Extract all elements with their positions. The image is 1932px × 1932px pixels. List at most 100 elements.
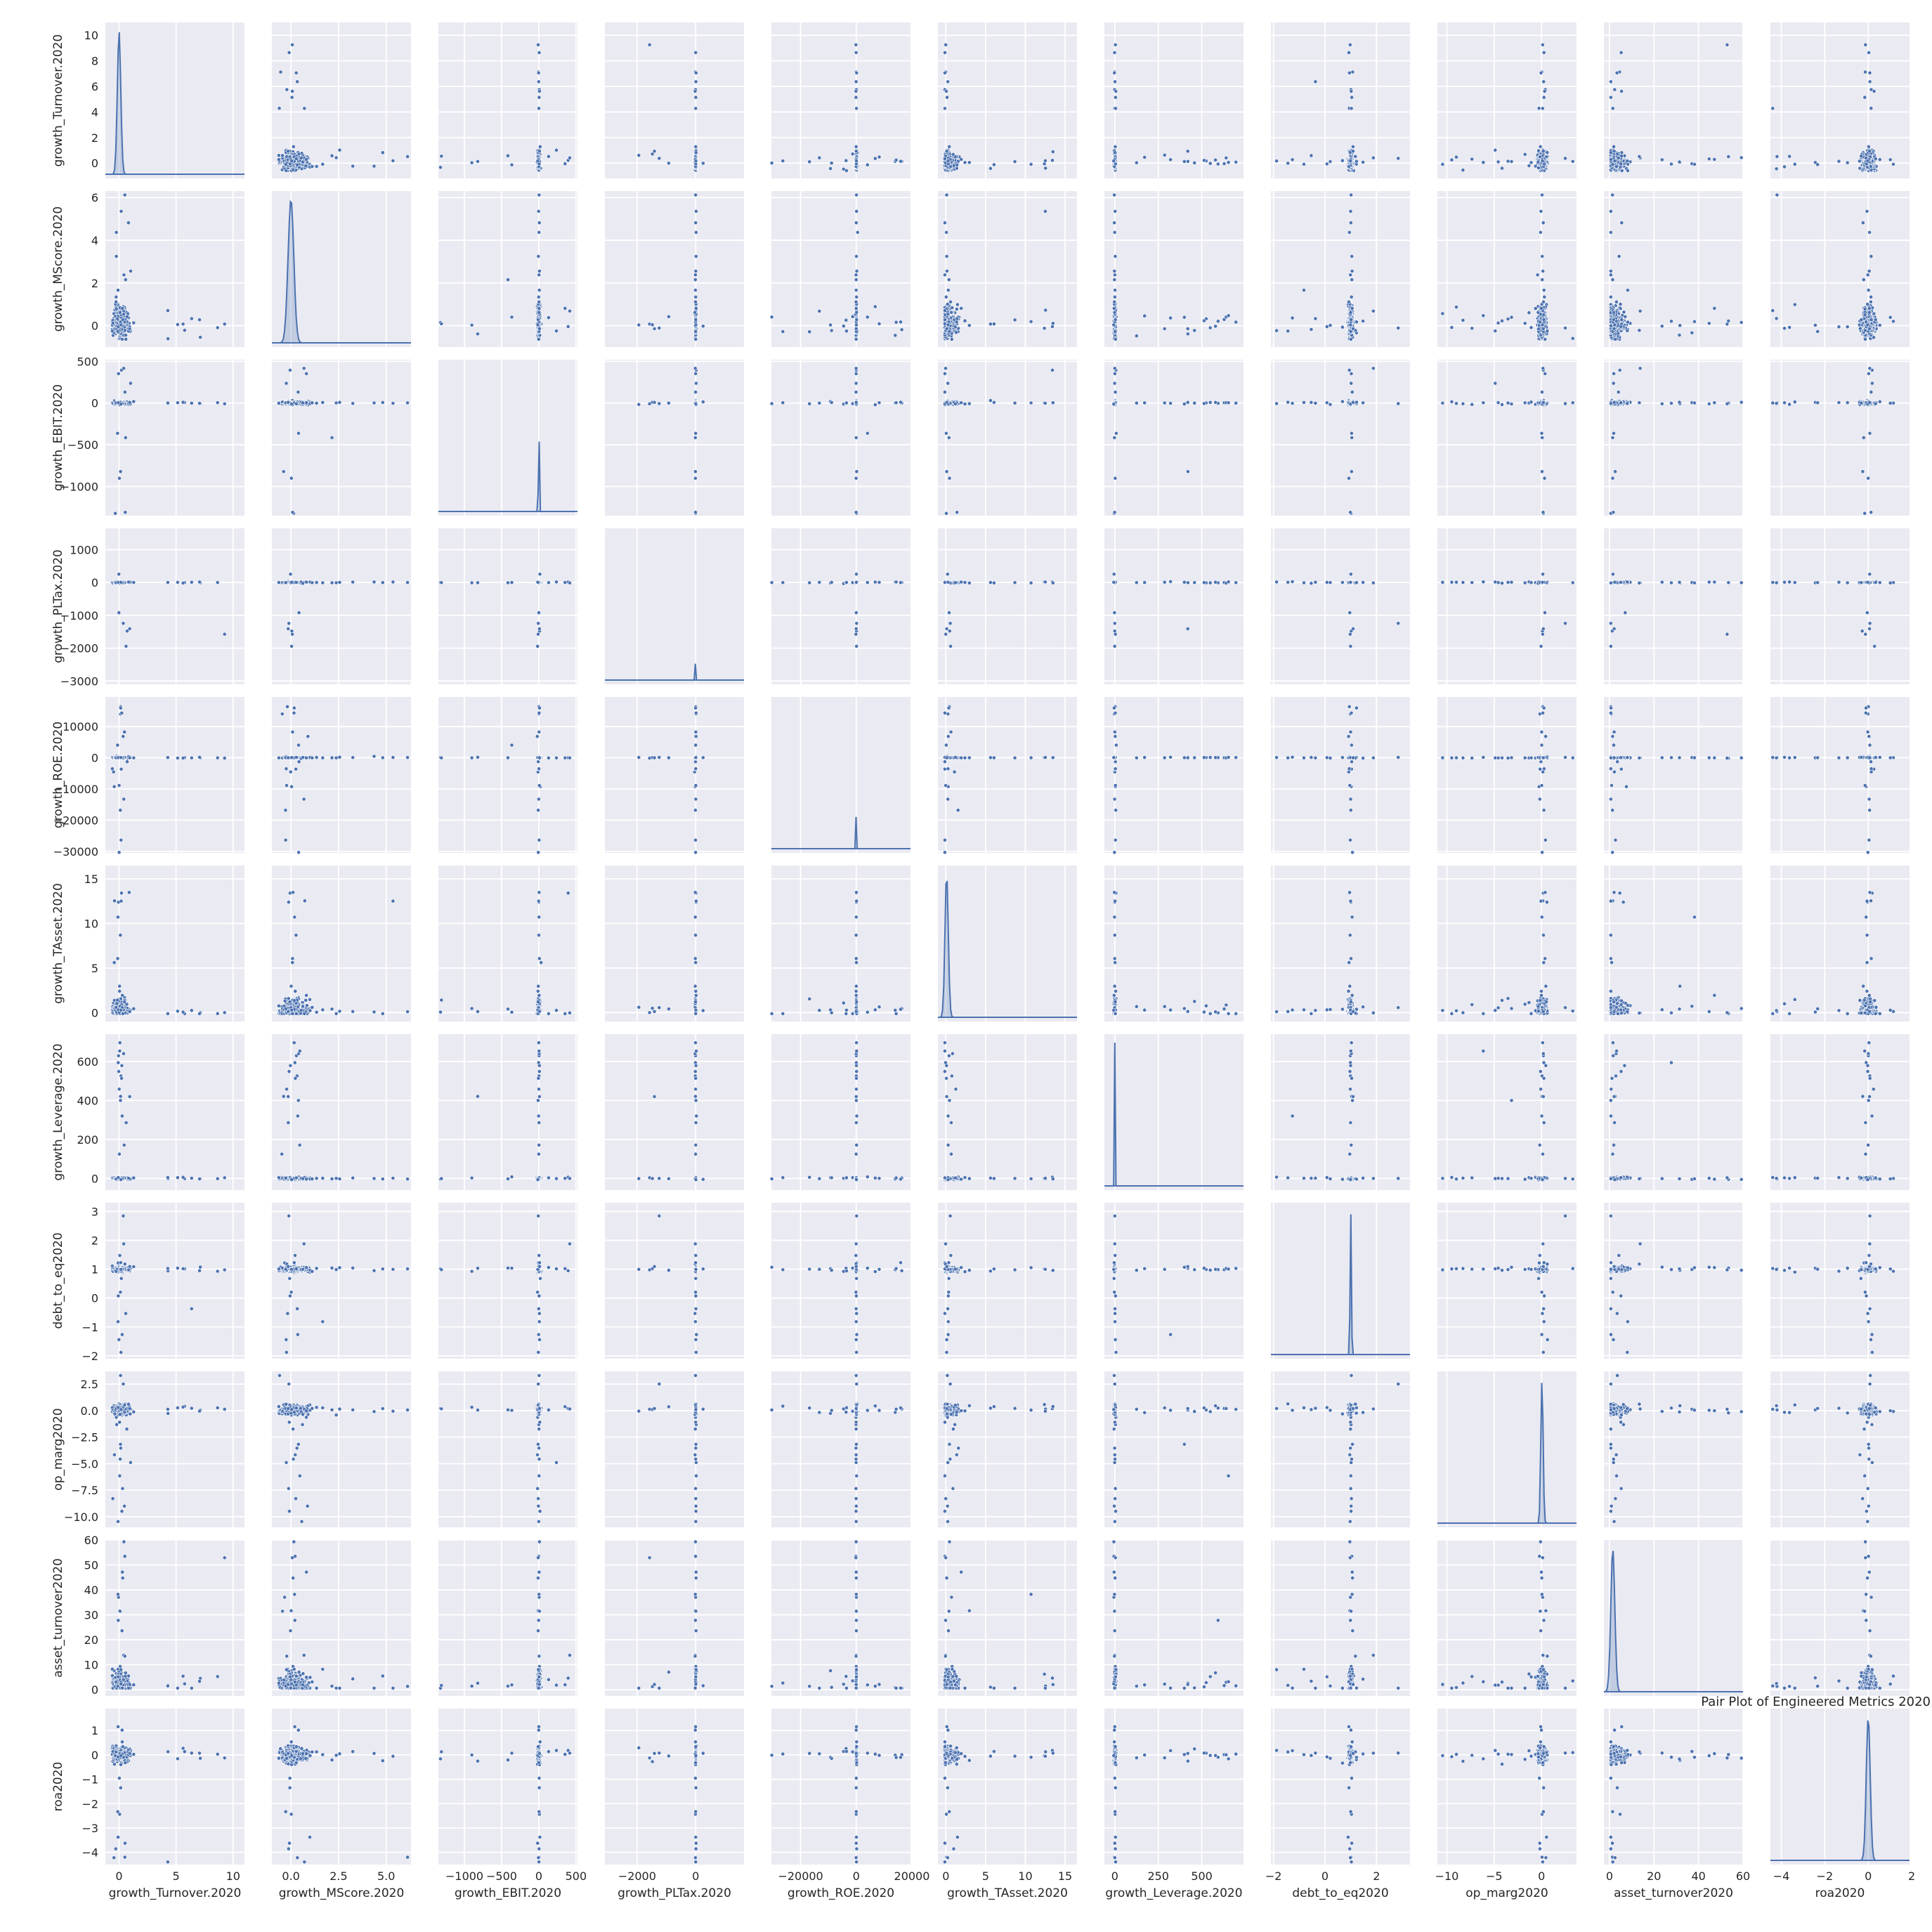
- panel-growth_ROE.2020-vs-growth_Turnover.2020: [770, 22, 910, 178]
- scatter-point: [694, 159, 698, 163]
- panel-debt_to_eq2020-vs-growth_Turnover.2020: [1271, 22, 1410, 178]
- scatter-point: [943, 51, 946, 54]
- scatter-point: [321, 162, 325, 166]
- scatter-point: [648, 43, 651, 46]
- scatter-point: [854, 159, 858, 163]
- scatter-point: [311, 164, 314, 168]
- scatter-point: [829, 167, 833, 170]
- scatter-point: [1314, 80, 1317, 84]
- scatter-point: [694, 145, 698, 148]
- scatter-point: [278, 107, 281, 110]
- scatter-point: [658, 157, 661, 160]
- scatter-point: [1114, 89, 1118, 93]
- scatter-point: [299, 156, 303, 159]
- scatter-point: [279, 70, 282, 74]
- scatter-point: [854, 89, 858, 93]
- scatter-point: [554, 148, 558, 152]
- scatter-point: [303, 107, 306, 110]
- scatter-point: [1043, 159, 1047, 162]
- scatter-point: [537, 71, 540, 74]
- panel-growth_MScore.2020-vs-growth_Turnover.2020: [272, 22, 411, 178]
- scatter-point: [291, 89, 294, 93]
- scatter-point: [1013, 159, 1017, 163]
- scatter-point: [946, 159, 950, 163]
- scatter-point: [287, 51, 291, 54]
- scatter-point: [855, 71, 859, 74]
- scatter-point: [1135, 161, 1138, 164]
- scatter-point: [1029, 162, 1033, 166]
- scatter-point: [1182, 159, 1186, 163]
- scatter-point: [953, 155, 957, 159]
- scatter-point: [946, 80, 950, 84]
- scatter-point: [1202, 159, 1206, 162]
- scatter-point: [854, 51, 858, 54]
- scatter-point: [1113, 71, 1116, 74]
- scatter-point: [277, 154, 280, 157]
- scatter-point: [1186, 159, 1189, 163]
- scatter-point: [899, 159, 902, 163]
- scatter-point: [1114, 145, 1117, 148]
- scatter-point: [694, 107, 698, 110]
- scatter-point: [1225, 156, 1228, 159]
- scatter-point: [470, 161, 474, 164]
- scatter-point: [694, 51, 698, 54]
- scatter-point: [391, 159, 395, 162]
- scatter-point: [284, 163, 287, 167]
- scatter-point: [694, 151, 698, 155]
- scatter-point: [1143, 155, 1147, 159]
- scatter-point: [301, 160, 304, 164]
- scatter-point: [854, 150, 858, 153]
- scatter-point: [1114, 107, 1117, 110]
- scatter-point: [1208, 162, 1212, 165]
- scatter-point: [351, 164, 355, 168]
- scatter-point: [537, 96, 541, 99]
- scatter-point: [866, 163, 869, 167]
- scatter-point: [537, 89, 541, 93]
- scatter-point: [854, 80, 858, 84]
- scatter-point: [693, 89, 697, 93]
- scatter-point: [330, 154, 334, 157]
- panel-growth_TAsset.2020-vs-growth_Turnover.2020: [938, 22, 1077, 178]
- scatter-point: [851, 152, 854, 156]
- scatter-point: [537, 80, 540, 84]
- scatter-point: [1114, 96, 1117, 99]
- scatter-point: [1169, 158, 1173, 162]
- scatter-point: [855, 107, 859, 110]
- scatter-point: [873, 157, 877, 160]
- scatter-point: [296, 80, 299, 84]
- scatter-point: [818, 156, 821, 159]
- scatter-point: [943, 71, 946, 74]
- scatter-point: [943, 107, 946, 110]
- scatter-point: [988, 167, 992, 170]
- scatter-point: [1114, 151, 1117, 155]
- scatter-point: [381, 151, 384, 155]
- scatter-point: [1114, 43, 1117, 46]
- scatter-point: [372, 164, 376, 168]
- scatter-point: [1051, 150, 1055, 153]
- scatter-point: [285, 88, 289, 91]
- scatter-point: [1044, 167, 1047, 170]
- scatter-point: [694, 71, 698, 74]
- scatter-point: [292, 145, 295, 148]
- scatter-point: [568, 156, 571, 159]
- scatter-point: [854, 145, 858, 148]
- panel-background: [605, 22, 744, 178]
- scatter-point: [538, 145, 542, 148]
- scatter-point: [781, 159, 785, 162]
- scatter-point: [946, 96, 949, 99]
- panel-background: [105, 22, 244, 178]
- scatter-point: [334, 156, 338, 159]
- panel-growth_Turnover.2020-vs-growth_Turnover.2020: [105, 22, 244, 178]
- panel-growth_Leverage.2020-vs-growth_Turnover.2020: [1104, 22, 1244, 178]
- scatter-point: [1112, 159, 1116, 163]
- scatter-point: [830, 162, 833, 165]
- scatter-point: [694, 96, 698, 99]
- panel-background: [1271, 22, 1410, 178]
- scatter-point: [1163, 153, 1166, 157]
- scatter-point: [894, 158, 898, 162]
- scatter-point: [537, 51, 541, 54]
- scatter-point: [1193, 161, 1196, 164]
- scatter-point: [653, 150, 656, 153]
